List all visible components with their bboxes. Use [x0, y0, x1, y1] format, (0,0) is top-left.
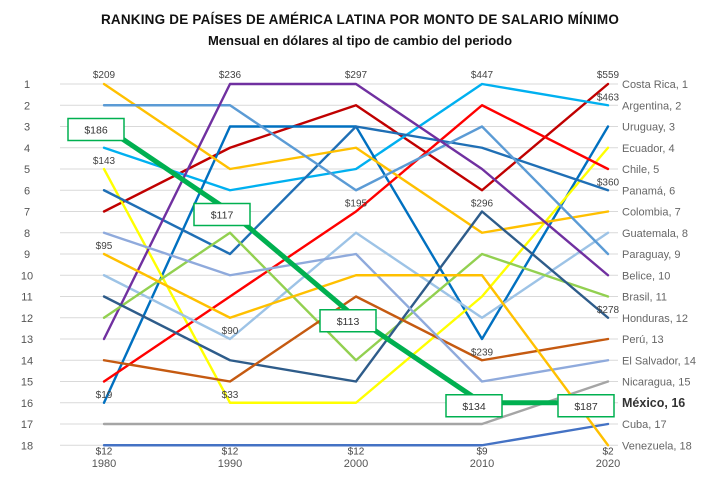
country-rank-label: Honduras, 12: [622, 313, 688, 325]
series-line-chile: [102, 104, 610, 383]
country-rank-label: Guatemala, 8: [622, 228, 688, 240]
y-tick-label: 11: [21, 292, 32, 304]
series-line-honduras: [102, 210, 610, 383]
x-tick-label: 2000: [344, 458, 368, 470]
country-rank-label: México, 16: [622, 396, 685, 410]
series-line-colombia: [102, 82, 610, 234]
y-tick-label: 13: [21, 334, 33, 346]
value-annotation: $278: [597, 305, 620, 316]
y-tick-label: 1: [24, 79, 30, 91]
country-rank-label: Argentina, 2: [622, 100, 681, 112]
chart-title: RANKING DE PAÍSES DE AMÉRICA LATINA POR …: [100, 12, 620, 27]
bottom-value-label: $12: [96, 446, 113, 457]
x-tick-label: 1990: [218, 458, 242, 470]
series-lines: [101, 82, 611, 447]
country-rank-label: Chile, 5: [622, 164, 659, 176]
y-tick-label: 10: [21, 270, 33, 282]
country-rank-label: Nicaragua, 15: [622, 377, 691, 389]
value-annotation: $33: [222, 390, 239, 401]
series-line-el-salvador: [102, 231, 610, 383]
y-tick-label: 18: [21, 440, 33, 452]
x-tick-label: 2010: [470, 458, 494, 470]
mexico-value-box: [319, 309, 377, 333]
y-tick-label: 15: [21, 377, 33, 389]
mexico-value-label: $117: [211, 210, 234, 222]
gridlines: [60, 83, 618, 446]
value-annotation: $239: [471, 347, 494, 358]
y-tick-label: 7: [24, 207, 30, 219]
series-line-argentina: [102, 82, 610, 192]
mexico-value-box: [445, 394, 503, 418]
value-annotation: $296: [471, 199, 494, 210]
series-line-paraguay: [102, 104, 610, 256]
y-tick-label: 3: [24, 122, 30, 134]
bottom-value-label: $12: [222, 446, 239, 457]
country-rank-label: Perú, 13: [622, 334, 664, 346]
country-rank-label: Costa Rica, 1: [622, 79, 688, 91]
mexico-value-label: $113: [337, 316, 360, 328]
value-annotation: $90: [222, 326, 239, 337]
x-tick-label: 2020: [596, 458, 620, 470]
top-value-label: $559: [597, 70, 620, 81]
country-rank-label: Ecuador, 4: [622, 143, 675, 155]
series-line-guatemala: [102, 231, 610, 341]
series-line-belice: [102, 82, 610, 341]
top-value-label: $209: [93, 70, 116, 81]
mexico-value-box: [193, 202, 251, 227]
y-tick-label: 9: [24, 249, 30, 261]
mexico-value-box: [557, 394, 615, 418]
value-annotation: $143: [93, 156, 116, 167]
y-tick-label: 5: [24, 164, 30, 176]
country-rank-label: Colombia, 7: [622, 207, 681, 219]
series-line-per-: [102, 295, 610, 383]
mexico-value-label: $186: [84, 125, 108, 137]
series-line-panam-: [102, 125, 610, 256]
value-annotation: $195: [345, 199, 368, 210]
country-rank-labels: Costa Rica, 1 Argentina, 2 Uruguay, 3 Ecuad…: [622, 79, 696, 452]
top-value-label: $297: [345, 70, 368, 81]
series-line-venezuela: [102, 252, 610, 447]
country-rank-label: Uruguay, 3: [622, 122, 675, 134]
country-rank-label: El Salvador, 14: [622, 355, 696, 367]
series-line-cuba: [102, 422, 610, 447]
country-rank-label: Cuba, 17: [622, 419, 667, 431]
y-tick-label: 17: [21, 419, 33, 431]
y-tick-label: 8: [24, 228, 30, 240]
y-tick-label: 14: [21, 355, 33, 367]
y-tick-label: 16: [21, 398, 33, 410]
mexico-value-boxes: $186 $117 $113 $134 $187: [67, 117, 615, 418]
bottom-value-label: $2: [602, 446, 614, 457]
y-tick-label: 6: [24, 185, 30, 197]
y-tick-label: 12: [21, 313, 33, 325]
country-rank-label: Brasil, 11: [622, 292, 667, 304]
country-rank-label: Belice, 10: [622, 270, 670, 282]
top-value-label: $447: [471, 70, 494, 81]
value-annotations: $209 $236 $297 $447 $559 $12 $12 $12 $9 $2 $143 $95…: [93, 70, 620, 457]
mexico-value-box: [67, 117, 125, 142]
x-tick-label: 1980: [92, 458, 116, 470]
bottom-value-label: $9: [476, 446, 488, 457]
value-annotation: $360: [597, 177, 620, 188]
x-axis-ticks: 1980 1990 2000 2010 2020: [92, 458, 620, 470]
top-value-label: $236: [219, 70, 242, 81]
country-rank-label: Paraguay, 9: [622, 249, 681, 261]
value-annotation: $19: [96, 390, 113, 401]
value-annotation: $463: [597, 92, 620, 103]
value-annotation: $95: [96, 241, 113, 252]
series-line-nicaragua: [102, 380, 610, 426]
chart-subtitle: Mensual en dólares al tipo de cambio del…: [207, 33, 513, 48]
y-tick-label: 2: [24, 100, 30, 112]
y-tick-label: 4: [24, 143, 30, 155]
mexico-value-label: $134: [462, 401, 486, 413]
mexico-value-label: $187: [574, 401, 598, 413]
country-rank-label: Panamá, 6: [622, 185, 675, 197]
country-rank-label: Venezuela, 18: [622, 440, 692, 452]
bottom-value-label: $12: [348, 446, 365, 457]
